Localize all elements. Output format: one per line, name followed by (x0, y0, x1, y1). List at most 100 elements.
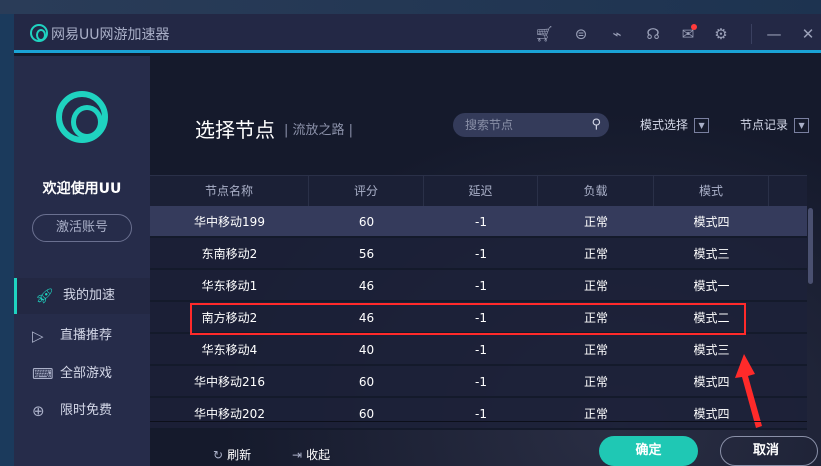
table-cell: 华东移动4 (201, 343, 258, 357)
table-cell: 正常 (583, 311, 608, 325)
table-cell: 正常 (583, 375, 608, 389)
table-cell: 模式四 (693, 407, 730, 421)
collapse-label: 收起 (306, 448, 331, 462)
table-cell: -1 (475, 375, 487, 389)
coin-icon[interactable]: ⊜ (574, 25, 588, 43)
table-cell: -1 (475, 407, 487, 421)
mail-icon[interactable]: ✉ (678, 24, 698, 44)
column-header[interactable]: 评分 (309, 176, 424, 206)
node-history-dropdown[interactable]: 节点记录 ▼ (740, 116, 810, 133)
welcome-text: 欢迎使用UU (42, 181, 122, 197)
scrollbar-thumb[interactable] (808, 208, 813, 284)
gear-icon[interactable]: ⚙ (714, 25, 728, 43)
column-header[interactable]: 节点名称 (150, 176, 309, 206)
game-name: | 流放之路 | (284, 123, 354, 138)
table-cell: -1 (475, 215, 487, 229)
table-cell: -1 (475, 247, 487, 261)
search-icon[interactable]: ⚲ (591, 117, 601, 132)
confirm-button[interactable]: 确定 (599, 436, 698, 466)
table-cell: 60 (358, 375, 375, 389)
table-row[interactable]: 华东移动4 40 -1 正常 模式三 (150, 334, 807, 366)
table-cell: 正常 (583, 407, 608, 421)
table-cell: 正常 (583, 343, 608, 357)
divider (751, 24, 752, 44)
uu-big-logo-icon (56, 91, 108, 143)
app-window: 网易UU网游加速器 🛒︎ ⊜ ⌁ ☊ ✉ ⚙ — ✕ 欢迎使用UU 激活账号 🚀… (14, 14, 821, 466)
scrollbar[interactable] (807, 206, 815, 421)
close-button[interactable]: ✕ (801, 25, 815, 43)
mode-select-label: 模式选择 (640, 118, 689, 132)
rocket-icon: 🚀︎ (35, 287, 55, 305)
table-cell: 正常 (583, 279, 608, 293)
table-cell: 模式三 (693, 343, 730, 357)
cancel-button[interactable]: 取消 (720, 436, 818, 466)
sidebar-item-all-games[interactable]: ⌨ 全部游戏 (14, 356, 150, 392)
refresh-button[interactable]: ↻ 刷新 (213, 448, 251, 462)
table-cell: 正常 (583, 247, 608, 261)
collapse-icon: ⇥ (292, 448, 303, 462)
tv-icon: ▷ (32, 327, 44, 345)
chevron-down-icon: ▼ (794, 118, 810, 133)
table-cell: 华东移动1 (201, 279, 258, 293)
column-header[interactable]: 延迟 (424, 176, 538, 206)
table-row[interactable]: 东南移动2 56 -1 正常 模式三 (150, 238, 807, 270)
table-row[interactable]: 华中移动216 60 -1 正常 模式四 (150, 366, 807, 398)
activate-account-button[interactable]: 激活账号 (32, 214, 132, 242)
red-arrow-annotation (735, 354, 762, 428)
chevron-down-icon: ▼ (694, 118, 710, 133)
column-header[interactable]: 负载 (538, 176, 654, 206)
cart-icon[interactable]: 🛒︎ (534, 25, 554, 43)
table-row[interactable]: 华中移动202 60 -1 正常 模式四 (150, 398, 807, 430)
table-cell: 东南移动2 (201, 247, 258, 261)
title-bar: 网易UU网游加速器 🛒︎ ⊜ ⌁ ☊ ✉ ⚙ — ✕ (14, 14, 821, 53)
table-cell: 60 (358, 407, 375, 421)
table-cell: 南方移动2 (201, 311, 258, 325)
table-cell: 46 (358, 311, 375, 325)
page-title: 选择节点 (195, 118, 275, 142)
table-cell: 模式一 (693, 279, 730, 293)
table-cell: -1 (475, 311, 487, 325)
table-header: 节点名称 评分 延迟 负载 模式 (150, 175, 807, 206)
search-placeholder: 搜索节点 (465, 118, 514, 132)
node-select-panel: 选择节点 | 流放之路 | 搜索节点 ⚲ 模式选择 ▼ 节点记录 ▼ 节点名称 评分 … (150, 56, 821, 466)
column-header[interactable]: 模式 (654, 176, 769, 206)
highlight-box (190, 303, 746, 335)
refresh-icon: ↻ (213, 448, 224, 462)
uu-logo-icon (30, 24, 48, 42)
sidebar-item-free[interactable]: ⊕ 限时免费 (14, 393, 150, 429)
sidebar-item-label: 我的加速 (63, 288, 116, 303)
notification-dot (691, 24, 697, 30)
sidebar-item-label: 直播推荐 (60, 328, 113, 343)
gamepad-icon: ⌨ (32, 365, 54, 383)
table-cell: 40 (358, 343, 375, 357)
table-cell: -1 (475, 343, 487, 357)
table-cell: 46 (358, 279, 375, 293)
node-history-label: 节点记录 (740, 118, 789, 132)
table-row[interactable]: 华东移动1 46 -1 正常 模式一 (150, 270, 807, 302)
app-title: 网易UU网游加速器 (51, 27, 170, 43)
table-cell: 56 (358, 247, 375, 261)
table-cell: 模式四 (693, 375, 730, 389)
sidebar-item-label: 限时免费 (60, 403, 113, 418)
collapse-button[interactable]: ⇥ 收起 (292, 448, 330, 462)
table-cell: 模式三 (693, 247, 730, 261)
ticket-icon[interactable]: ⌁ (612, 25, 622, 43)
search-input[interactable]: 搜索节点 ⚲ (453, 113, 609, 137)
table-cell: 华中移动216 (194, 375, 265, 389)
table-row[interactable]: 华中移动199 60 -1 正常 模式四 (150, 206, 807, 238)
desktop-background (0, 0, 821, 14)
mode-select-dropdown[interactable]: 模式选择 ▼ (640, 116, 710, 133)
table-cell: 正常 (583, 215, 608, 229)
divider (150, 421, 807, 422)
table-cell: -1 (475, 279, 487, 293)
sidebar-item-my-acceleration[interactable]: 🚀︎ 我的加速 (14, 278, 150, 314)
table-cell: 模式二 (693, 311, 730, 325)
table-cell: 模式四 (693, 215, 730, 229)
free-icon: ⊕ (32, 402, 45, 420)
table-cell: 60 (358, 215, 375, 229)
sidebar-item-live[interactable]: ▷ 直播推荐 (14, 318, 150, 354)
headset-icon[interactable]: ☊ (646, 25, 660, 43)
table-cell: 华中移动202 (194, 407, 265, 421)
minimize-button[interactable]: — (766, 25, 782, 43)
red-arrow (735, 354, 762, 428)
